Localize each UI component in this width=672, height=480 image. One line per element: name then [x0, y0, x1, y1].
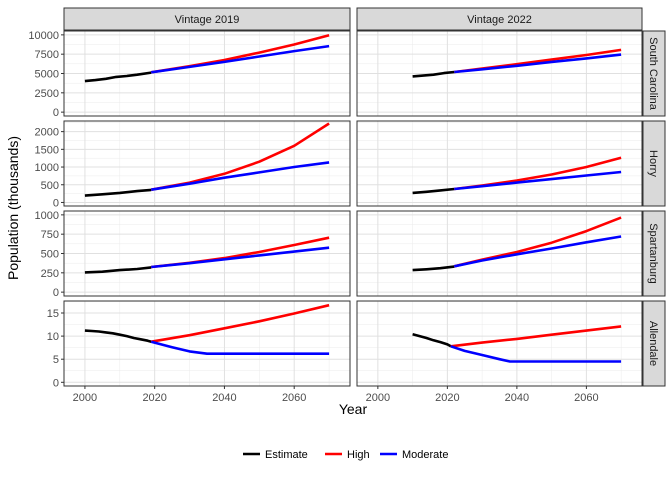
series-line-estimate [84, 329, 152, 343]
column-strip-label-1: Vintage 2019 [175, 14, 240, 26]
row-strip-3 [642, 210, 666, 297]
row-strip-4 [642, 300, 666, 387]
series-line-estimate [412, 70, 455, 78]
y-tick-label: 500 [41, 249, 59, 261]
series-line-moderate [450, 345, 622, 363]
column-strip-label-2: Vintage 2022 [467, 14, 532, 26]
y-axis-title: Population (thousands) [5, 136, 21, 280]
panel-background [357, 121, 642, 206]
row-strip-1 [642, 30, 666, 117]
series-line-estimate [412, 265, 455, 272]
column-strip-1 [63, 7, 351, 31]
panel-border [356, 210, 643, 297]
y-tick-label: 15 [47, 308, 59, 320]
y-tick-label: 1500 [35, 144, 59, 156]
row-strip-label-1: South Carolina [647, 37, 659, 111]
panel-border [63, 300, 351, 387]
y-tick-label: 1000 [35, 162, 59, 174]
legend-label-estimate: Estimate [265, 449, 308, 461]
series-line-moderate [151, 44, 330, 74]
panel-border [356, 300, 643, 387]
row-strip-2 [642, 120, 666, 207]
series-line-estimate [84, 266, 152, 274]
series-line-estimate [412, 187, 455, 195]
y-tick-label: 7500 [35, 49, 59, 61]
series-line-estimate [412, 333, 452, 348]
x-tick-label: 2000 [73, 392, 97, 404]
panels-layer: Vintage 2019 Vintage 2022 South Carolina 0 2… [28, 7, 666, 404]
y-tick-label: 1000 [35, 210, 59, 222]
x-tick-label: 2060 [574, 392, 598, 404]
series-line-moderate [454, 53, 622, 74]
row-strip-label-2: Horry [647, 150, 659, 177]
series-line-high [150, 303, 330, 343]
y-tick-label: 0 [53, 287, 59, 299]
x-tick-label: 2040 [505, 392, 529, 404]
x-tick-label: 2060 [282, 392, 306, 404]
series-line-moderate [150, 161, 330, 191]
legend: Estimate High Moderate [243, 449, 448, 461]
y-tick-label: 500 [41, 180, 59, 192]
legend-label-moderate: Moderate [402, 449, 448, 461]
y-tick-label: 10000 [28, 30, 59, 42]
series-line-estimate [84, 188, 152, 197]
panel-border [356, 30, 643, 117]
y-tick-label: 0 [53, 197, 59, 209]
y-tick-label: 5 [53, 354, 59, 366]
y-tick-label: 0 [53, 107, 59, 119]
series-line-high [450, 325, 622, 348]
legend-label-high: High [347, 449, 370, 461]
x-tick-label: 2020 [435, 392, 459, 404]
y-tick-label: 250 [41, 268, 59, 280]
series-line-moderate [150, 340, 330, 356]
column-strip-2 [356, 7, 643, 31]
panel-background [64, 121, 350, 206]
series-line-moderate [454, 235, 622, 268]
panel-border [63, 120, 351, 207]
y-tick-label: 2500 [35, 88, 59, 100]
x-tick-label: 2000 [366, 392, 390, 404]
x-tick-label: 2040 [212, 392, 236, 404]
row-strip-label-4: Allendale [647, 321, 659, 366]
panel-border [63, 30, 351, 117]
panel-background [357, 301, 642, 386]
x-tick-label: 2020 [142, 392, 166, 404]
series-line-moderate [454, 170, 622, 191]
y-tick-label: 0 [53, 377, 59, 389]
row-strip-label-3: Spartanburg [647, 223, 659, 284]
y-tick-label: 5000 [35, 69, 59, 81]
series-line-estimate [84, 71, 152, 83]
series-line-moderate [151, 246, 330, 269]
x-axis-title: Year [339, 401, 368, 417]
panel-background [64, 301, 350, 386]
panel-border [356, 120, 643, 207]
y-tick-label: 10 [47, 331, 59, 343]
y-tick-label: 750 [41, 229, 59, 241]
panel-border [63, 210, 351, 297]
y-tick-label: 2000 [35, 127, 59, 139]
